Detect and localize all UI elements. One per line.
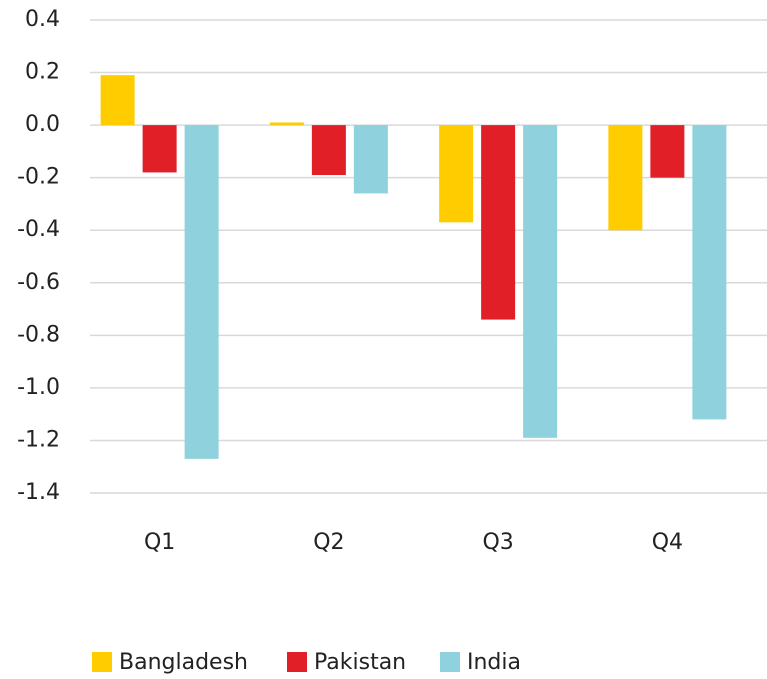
legend-label: Pakistan xyxy=(314,650,406,675)
bar xyxy=(523,125,558,438)
bar xyxy=(311,125,346,176)
y-tick-label: -1.4 xyxy=(17,480,60,505)
y-tick-label: -0.2 xyxy=(17,165,60,190)
x-tick-label: Q3 xyxy=(482,530,513,555)
legend-swatch xyxy=(287,652,307,672)
legend-label: Bangladesh xyxy=(119,650,248,675)
x-tick-label: Q1 xyxy=(144,530,175,555)
legend-swatch xyxy=(92,652,112,672)
y-tick-label: -0.4 xyxy=(17,217,60,242)
bar xyxy=(100,75,135,126)
bar xyxy=(142,125,177,173)
bar xyxy=(481,125,516,320)
bar xyxy=(184,125,219,459)
y-tick-label: 0.4 xyxy=(25,7,60,32)
bar xyxy=(269,122,304,126)
x-tick-label: Q2 xyxy=(313,530,344,555)
y-tick-label: -0.6 xyxy=(17,270,60,295)
bar xyxy=(650,125,685,178)
bar xyxy=(439,125,474,223)
y-tick-label: -1.2 xyxy=(17,427,60,452)
legend-label: India xyxy=(467,650,521,675)
legend-swatch xyxy=(440,652,460,672)
y-tick-label: 0.2 xyxy=(25,60,60,85)
bar xyxy=(692,125,727,420)
y-tick-label: -0.8 xyxy=(17,322,60,347)
y-tick-label: -1.0 xyxy=(17,375,60,400)
y-tick-label: 0.0 xyxy=(25,112,60,137)
x-tick-label: Q4 xyxy=(652,530,683,555)
bar xyxy=(608,125,643,231)
bar xyxy=(353,125,388,194)
